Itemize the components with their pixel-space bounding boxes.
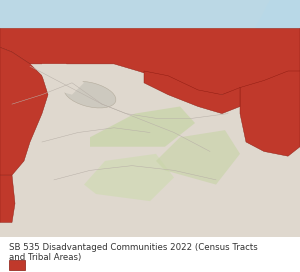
Polygon shape — [0, 28, 300, 95]
Polygon shape — [42, 64, 84, 95]
Text: SB 535 Disadvantaged Communities 2022 (Census Tracts: SB 535 Disadvantaged Communities 2022 (C… — [9, 243, 258, 252]
Polygon shape — [84, 154, 174, 201]
Polygon shape — [240, 71, 300, 156]
FancyBboxPatch shape — [9, 260, 26, 270]
Polygon shape — [144, 71, 240, 114]
Text: and Tribal Areas): and Tribal Areas) — [9, 252, 81, 262]
Polygon shape — [0, 0, 300, 28]
Ellipse shape — [64, 81, 116, 108]
Polygon shape — [90, 106, 195, 147]
Polygon shape — [255, 0, 300, 43]
Polygon shape — [0, 175, 15, 222]
FancyBboxPatch shape — [0, 0, 300, 237]
Polygon shape — [156, 130, 240, 185]
Polygon shape — [0, 47, 48, 175]
